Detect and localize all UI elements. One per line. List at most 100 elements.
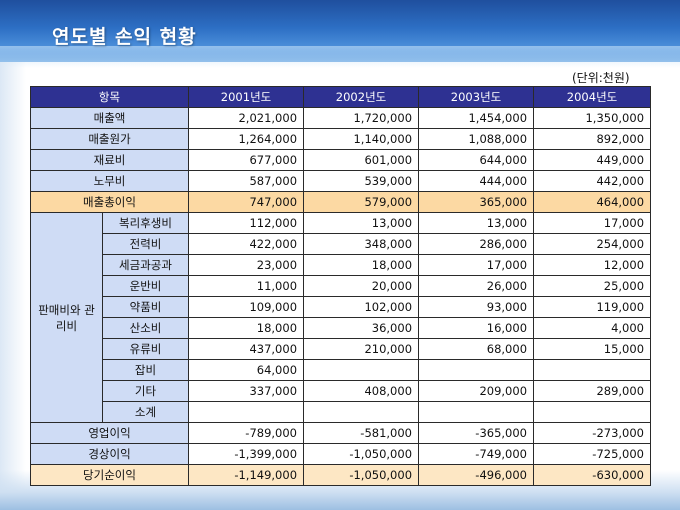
value-cell: -1,149,000 bbox=[188, 464, 305, 486]
row-label: 매출액 bbox=[29, 107, 190, 129]
value-cell: 1,088,000 bbox=[418, 128, 535, 150]
row-label: 노무비 bbox=[29, 170, 190, 192]
value-cell bbox=[418, 401, 535, 423]
value-cell: 18,000 bbox=[303, 254, 420, 276]
value-cell: 337,000 bbox=[188, 380, 305, 402]
row-label: 기타 bbox=[101, 380, 190, 402]
value-cell: 16,000 bbox=[418, 317, 535, 339]
value-cell bbox=[303, 359, 420, 381]
title-bar-glow bbox=[0, 46, 680, 68]
row-label: 세금과공과 bbox=[101, 254, 190, 276]
group-label: 판매비와 관리비 bbox=[30, 212, 103, 423]
value-cell: 26,000 bbox=[418, 275, 535, 297]
value-cell: 68,000 bbox=[418, 338, 535, 360]
value-cell: -496,000 bbox=[418, 464, 535, 486]
column-header-2002: 2002년도 bbox=[303, 86, 420, 108]
table-row: 매출원가 1,264,000 1,140,000 1,088,000 892,000 bbox=[29, 128, 652, 150]
value-cell: 442,000 bbox=[533, 170, 652, 192]
row-label: 영업이익 bbox=[29, 422, 190, 444]
value-cell: 17,000 bbox=[418, 254, 535, 276]
table-row: 세금과공과 23,000 18,000 17,000 12,000 bbox=[31, 254, 652, 276]
page-title: 연도별 손익 현황 bbox=[52, 26, 197, 48]
value-cell: 422,000 bbox=[188, 233, 305, 255]
value-cell: 36,000 bbox=[303, 317, 420, 339]
value-cell bbox=[533, 401, 652, 423]
value-cell: 289,000 bbox=[533, 380, 652, 402]
table-row: 재료비 677,000 601,000 644,000 449,000 bbox=[29, 149, 652, 171]
row-label: 전력비 bbox=[101, 233, 190, 255]
value-cell: 25,000 bbox=[533, 275, 652, 297]
profit-loss-table: 항목 2001년도 2002년도 2003년도 2004년도 매출액 2,021,… bbox=[29, 86, 652, 486]
value-cell: -365,000 bbox=[418, 422, 535, 444]
row-label: 복리후생비 bbox=[101, 212, 190, 234]
value-cell: 601,000 bbox=[303, 149, 420, 171]
value-cell: 1,264,000 bbox=[188, 128, 305, 150]
value-cell: -749,000 bbox=[418, 443, 535, 465]
row-label: 잡비 bbox=[101, 359, 190, 381]
value-cell: 20,000 bbox=[303, 275, 420, 297]
value-cell: -725,000 bbox=[533, 443, 652, 465]
row-label: 당기순이익 bbox=[29, 464, 190, 486]
table-row: 유류비 437,000 210,000 68,000 15,000 bbox=[31, 338, 652, 360]
value-cell: 210,000 bbox=[303, 338, 420, 360]
value-cell: 209,000 bbox=[418, 380, 535, 402]
value-cell: 408,000 bbox=[303, 380, 420, 402]
value-cell: 102,000 bbox=[303, 296, 420, 318]
value-cell: 1,454,000 bbox=[418, 107, 535, 129]
table-row: 기타 337,000 408,000 209,000 289,000 bbox=[31, 380, 652, 402]
value-cell: -1,050,000 bbox=[303, 464, 420, 486]
value-cell: 11,000 bbox=[188, 275, 305, 297]
value-cell: 747,000 bbox=[188, 191, 305, 213]
value-cell: 348,000 bbox=[303, 233, 420, 255]
value-cell: 4,000 bbox=[533, 317, 652, 339]
value-cell bbox=[303, 401, 420, 423]
value-cell: 365,000 bbox=[418, 191, 535, 213]
row-label: 매출원가 bbox=[29, 128, 190, 150]
value-cell: 1,140,000 bbox=[303, 128, 420, 150]
table-row: 약품비 109,000 102,000 93,000 119,000 bbox=[31, 296, 652, 318]
value-cell bbox=[533, 359, 652, 381]
row-label: 약품비 bbox=[101, 296, 190, 318]
value-cell: 437,000 bbox=[188, 338, 305, 360]
table-row: 노무비 587,000 539,000 444,000 442,000 bbox=[29, 170, 652, 192]
left-decoration bbox=[0, 62, 26, 510]
value-cell: 1,720,000 bbox=[303, 107, 420, 129]
value-cell: 64,000 bbox=[188, 359, 305, 381]
row-label: 재료비 bbox=[29, 149, 190, 171]
table-row: 잡비 64,000 bbox=[31, 359, 652, 381]
value-cell bbox=[188, 401, 305, 423]
table-row: 매출액 2,021,000 1,720,000 1,454,000 1,350,000 bbox=[29, 107, 652, 129]
table-row: 소계 bbox=[31, 401, 652, 423]
table-row: 판매비와 관리비 복리후생비 112,000 13,000 13,000 17,000 bbox=[30, 212, 652, 423]
unit-label: (단위:천원) bbox=[572, 71, 630, 85]
value-cell: 644,000 bbox=[418, 149, 535, 171]
table-row: 경상이익 -1,399,000 -1,050,000 -749,000 -725,000 bbox=[29, 443, 652, 465]
value-cell: 12,000 bbox=[533, 254, 652, 276]
row-label: 산소비 bbox=[101, 317, 190, 339]
column-header-2004: 2004년도 bbox=[533, 86, 652, 108]
table-row: 운반비 11,000 20,000 26,000 25,000 bbox=[31, 275, 652, 297]
value-cell: 1,350,000 bbox=[533, 107, 652, 129]
value-cell: -1,050,000 bbox=[303, 443, 420, 465]
row-label: 유류비 bbox=[101, 338, 190, 360]
row-label: 매출총이익 bbox=[29, 191, 190, 213]
value-cell: 13,000 bbox=[418, 212, 535, 234]
row-label: 소계 bbox=[101, 401, 190, 423]
table-row: 산소비 18,000 36,000 16,000 4,000 bbox=[31, 317, 652, 339]
value-cell: 13,000 bbox=[303, 212, 420, 234]
value-cell: 119,000 bbox=[533, 296, 652, 318]
value-cell: 449,000 bbox=[533, 149, 652, 171]
value-cell: 892,000 bbox=[533, 128, 652, 150]
table-row: 당기순이익 -1,149,000 -1,050,000 -496,000 -630,00… bbox=[29, 464, 652, 486]
table-row: 영업이익 -789,000 -581,000 -365,000 -273,000 bbox=[29, 422, 652, 444]
value-cell: 23,000 bbox=[188, 254, 305, 276]
value-cell: 587,000 bbox=[188, 170, 305, 192]
value-cell: -1,399,000 bbox=[188, 443, 305, 465]
value-cell: 286,000 bbox=[418, 233, 535, 255]
table-body: 매출액 2,021,000 1,720,000 1,454,000 1,350,000 매… bbox=[29, 107, 652, 486]
table-header-row: 항목 2001년도 2002년도 2003년도 2004년도 bbox=[29, 86, 652, 108]
value-cell: -789,000 bbox=[188, 422, 305, 444]
value-cell: 109,000 bbox=[188, 296, 305, 318]
value-cell: 254,000 bbox=[533, 233, 652, 255]
table-row: 매출총이익 747,000 579,000 365,000 464,000 bbox=[29, 191, 652, 213]
